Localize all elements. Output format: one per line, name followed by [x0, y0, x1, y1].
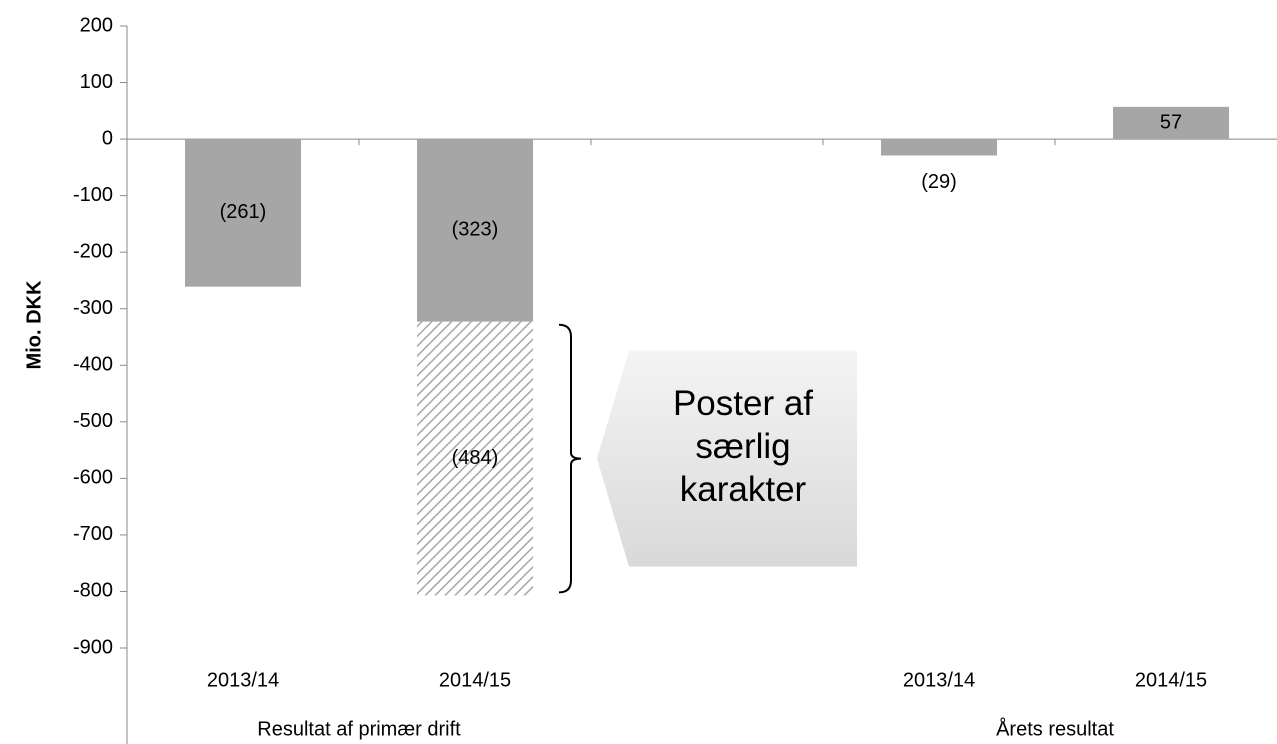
- annotation-line: særlig: [695, 427, 790, 466]
- bracket: [558, 323, 582, 594]
- y-tick-label: 0: [102, 127, 113, 149]
- value-label: (261): [220, 201, 267, 223]
- bar: [417, 139, 533, 322]
- y-tick-label: -800: [73, 580, 113, 602]
- bar: [1113, 106, 1229, 140]
- y-tick-label: 200: [80, 14, 113, 36]
- bar: [881, 139, 997, 156]
- value-label: (484): [452, 447, 499, 469]
- y-tick-label: -100: [73, 184, 113, 206]
- x-tick-label: 2014/15: [1135, 669, 1207, 691]
- group-label: Årets resultat: [996, 717, 1114, 740]
- value-label: 57: [1160, 111, 1182, 133]
- value-label: (29): [921, 171, 957, 193]
- annotation-line: karakter: [680, 470, 807, 509]
- callout: [597, 350, 857, 567]
- bar: [185, 139, 301, 287]
- group-label: Resultat af primær drift: [257, 718, 461, 740]
- annotation-line: Poster af: [673, 384, 813, 423]
- y-tick-label: -900: [73, 636, 113, 658]
- y-tick-label: -300: [73, 297, 113, 319]
- x-tick-label: 2014/15: [439, 669, 511, 691]
- y-tick-label: -200: [73, 240, 113, 262]
- x-tick-label: 2013/14: [207, 669, 279, 691]
- bar: [417, 321, 533, 596]
- y-axis-title: Mio. DKK: [23, 280, 45, 369]
- y-tick-label: -500: [73, 410, 113, 432]
- x-tick-label: 2013/14: [903, 669, 975, 691]
- value-label: (323): [452, 219, 499, 241]
- y-tick-label: -400: [73, 354, 113, 376]
- y-tick-label: -700: [73, 523, 113, 545]
- y-tick-label: -600: [73, 467, 113, 489]
- y-tick-label: 100: [80, 71, 113, 93]
